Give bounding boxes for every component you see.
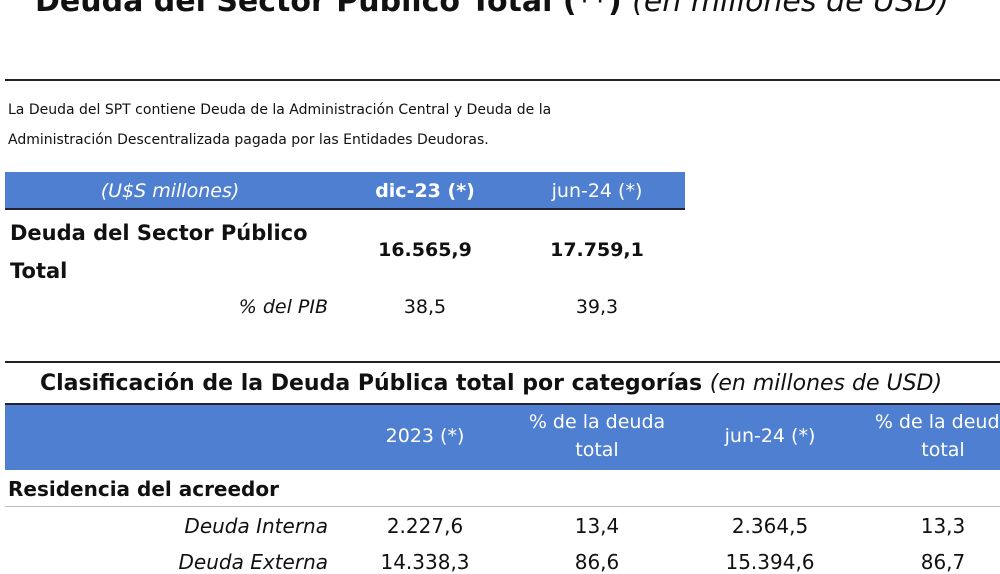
cell: 15.394,6 — [725, 550, 815, 574]
table-title: Clasificación de la Deuda Pública total … — [40, 371, 942, 396]
cell: 86,7 — [920, 550, 966, 574]
divider — [5, 506, 1000, 507]
row-label: Deuda del Sector Público Total — [10, 221, 308, 283]
cell: 16.565,9 — [378, 239, 472, 261]
cell: 13,3 — [920, 514, 966, 538]
header-cell: 2023 (*) — [385, 425, 465, 447]
cell: 17.759,1 — [550, 239, 644, 261]
cell: 13,4 — [574, 514, 620, 538]
title-units: (en millones de USD) — [632, 0, 949, 19]
title-text: Clasificación de la Deuda Pública total … — [40, 371, 703, 396]
divider — [5, 79, 1000, 81]
header-cell: dic-23 (*) — [375, 180, 475, 202]
title-units: (en millones de USD) — [709, 371, 943, 396]
title-text: Deuda del Sector Público Total (**) — [35, 0, 622, 19]
cell: 86,6 — [574, 550, 620, 574]
section-label: Residencia del acreedor — [8, 477, 279, 501]
page-title: Deuda del Sector Público Total (**) (en … — [35, 0, 949, 19]
header-cell: % de la deuda total — [528, 411, 666, 461]
cell: 39,3 — [575, 296, 619, 318]
header-cell: (U$S millones) — [100, 180, 240, 202]
header-cell: jun-24 (*) — [551, 180, 643, 202]
note-line: Administración Descentralizada pagada po… — [8, 132, 489, 148]
header-cell: % de la deuda total — [874, 411, 1000, 461]
row-label: Deuda Externa — [178, 550, 328, 574]
cell: 14.338,3 — [380, 550, 470, 574]
row-label: % del PIB — [238, 296, 328, 318]
table-header — [5, 403, 1000, 470]
note-line: La Deuda del SPT contiene Deuda de la Ad… — [8, 102, 552, 118]
row-label: Deuda Interna — [184, 514, 328, 538]
cell: 2.364,5 — [731, 514, 809, 538]
cell: 38,5 — [403, 296, 447, 318]
header-cell: jun-24 (*) — [724, 425, 816, 447]
table-header — [5, 172, 685, 210]
cell: 2.227,6 — [386, 514, 464, 538]
divider — [5, 361, 1000, 363]
